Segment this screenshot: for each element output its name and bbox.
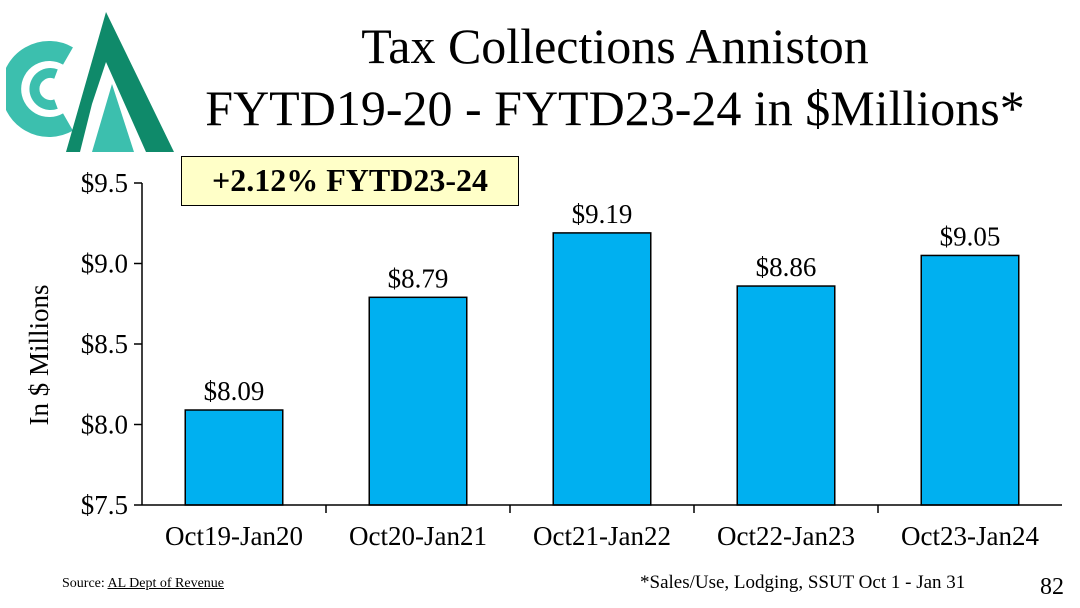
footnote: *Sales/Use, Lodging, SSUT Oct 1 - Jan 31 <box>640 572 966 593</box>
bar-Oct21-Jan22 <box>552 232 652 506</box>
logo-c-inner <box>29 68 58 110</box>
x-tick-label: Oct22-Jan23 <box>717 521 855 551</box>
x-tick-label: Oct19-Jan20 <box>165 521 303 551</box>
x-tick-label: Oct20-Jan21 <box>349 521 487 551</box>
value-label-Oct19-Jan20: $8.09 <box>204 376 265 406</box>
y-tick-label: $8.5 <box>81 329 128 359</box>
bar-Oct22-Jan23 <box>736 285 836 506</box>
value-label-Oct20-Jan21: $8.79 <box>388 263 449 293</box>
chart-title-line2: FYTD19-20 - FYTD23-24 in $Millions* <box>205 80 1025 136</box>
chart-title-line1: Tax Collections Anniston <box>361 18 869 74</box>
y-tick-label: $9.0 <box>81 249 128 279</box>
source-link[interactable]: AL Dept of Revenue <box>107 576 225 591</box>
growth-callout: +2.12% FYTD23-24 <box>181 156 519 206</box>
bar-Oct20-Jan21 <box>368 296 468 506</box>
y-axis-label: In $ Millions <box>24 284 54 425</box>
value-label-Oct23-Jan24: $9.05 <box>940 221 1001 251</box>
bar-Oct19-Jan20 <box>184 409 284 506</box>
source-note: Source: AL Dept of Revenue <box>62 576 224 592</box>
logo-inner-peak <box>92 84 134 152</box>
source-prefix: Source: <box>62 576 108 591</box>
y-tick-label: $7.5 <box>81 490 128 520</box>
logo-c-shape <box>6 41 73 137</box>
value-label-Oct21-Jan22: $9.19 <box>572 199 633 229</box>
value-label-Oct22-Jan23: $8.86 <box>756 252 817 282</box>
y-tick-label: $9.5 <box>81 168 128 198</box>
bar-Oct23-Jan24 <box>920 254 1020 506</box>
y-tick-label: $8.0 <box>81 410 128 440</box>
page-number: 82 <box>1040 574 1064 600</box>
logo-mountain-shape <box>66 12 174 152</box>
logo-icon <box>6 12 174 152</box>
x-tick-label: Oct21-Jan22 <box>533 521 671 551</box>
x-tick-label: Oct23-Jan24 <box>901 521 1039 551</box>
